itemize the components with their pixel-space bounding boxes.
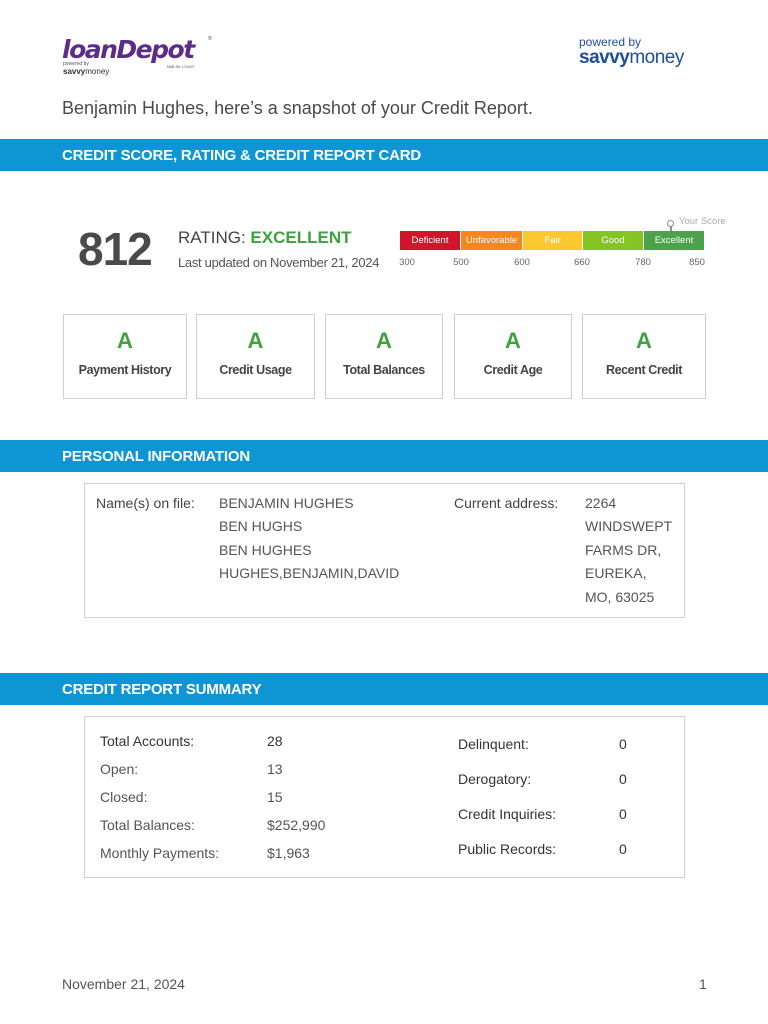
summary-label-delinquent: Delinquent: — [458, 736, 529, 752]
grade-label: Total Balances — [343, 363, 425, 377]
last-updated-text: Last updated on November 21, 2024 — [178, 255, 380, 270]
summary-value-delinquent: 0 — [619, 736, 627, 752]
pin-stem — [670, 226, 672, 232]
savvymoney-logo: powered by savvymoney — [579, 36, 719, 68]
loandepot-logo: loanDepot ® powered by savvymoney NMLS# … — [62, 36, 222, 80]
grade-card-total-balances: A Total Balances — [325, 314, 443, 399]
footer-date: November 21, 2024 — [62, 976, 185, 992]
gauge-segment-fair: Fair — [523, 231, 582, 250]
nmls-number: NMLS# 174457 — [167, 64, 195, 69]
summary-label-credit-inquiries: Credit Inquiries: — [458, 806, 557, 822]
tick-label: 660 — [574, 257, 590, 268]
personal-info-box: Name(s) on file: BENJAMIN HUGHES BEN HUG… — [84, 483, 685, 618]
powered-by-label: powered by — [579, 35, 642, 49]
grade-card-recent-credit: A Recent Credit — [582, 314, 706, 399]
grade-letter: A — [376, 328, 392, 353]
loandepot-wordmark: loanDepot — [62, 35, 195, 64]
summary-value-credit-inquiries: 0 — [619, 806, 627, 822]
summary-value-derogatory: 0 — [619, 771, 627, 787]
grade-card-payment-history: A Payment History — [63, 314, 187, 399]
summary-label-derogatory: Derogatory: — [458, 771, 532, 787]
savvy-text: savvy — [579, 47, 630, 68]
section-header-summary: CREDIT REPORT SUMMARY — [0, 673, 768, 705]
powered-by-label: powered by — [63, 61, 89, 67]
grade-letter: A — [247, 328, 264, 353]
rating-label: RATING: — [178, 228, 246, 247]
summary-value-closed: 15 — [267, 789, 283, 805]
address-lines: 2264 WINDSWEPT FARMS DR, EUREKA, MO, 630… — [585, 492, 672, 609]
summary-label-total-balances: Total Balances: — [100, 817, 195, 833]
credit-summary-box: Total Accounts: 28 Open: 13 Closed: 15 T… — [84, 716, 685, 878]
gauge-segment-good: Good — [583, 231, 643, 250]
gauge-segment-deficient: Deficient — [400, 231, 460, 250]
savvy-text: savvy — [63, 67, 86, 76]
name-item: BEN HUGHES — [219, 541, 312, 558]
greeting-text: Benjamin Hughes, here’s a snapshot of yo… — [62, 98, 533, 118]
money-text: money — [85, 67, 110, 76]
rating: RATING: EXCELLENT — [178, 228, 351, 248]
tick-label: 300 — [399, 257, 415, 268]
address-line: EUREKA, — [585, 565, 647, 582]
section-title: CREDIT SCORE, RATING & CREDIT REPORT CAR… — [62, 147, 422, 164]
tick-label: 600 — [514, 257, 530, 268]
name-item: BEN HUGHS — [219, 518, 303, 535]
summary-label-public-records: Public Records: — [458, 841, 557, 857]
grade-label: Payment History — [78, 363, 172, 377]
rating-value: EXCELLENT — [250, 228, 352, 247]
tick-label: 850 — [689, 257, 705, 268]
summary-label-closed: Closed: — [100, 789, 148, 805]
names-label: Name(s) on file: — [96, 495, 195, 511]
summary-value-monthly-payments: $1,963 — [267, 845, 310, 861]
money-text: money — [629, 47, 684, 68]
summary-value-open: 13 — [267, 761, 283, 777]
gauge-segment-excellent: Excellent — [644, 231, 704, 250]
summary-label-open: Open: — [100, 761, 139, 777]
name-item: BENJAMIN HUGHES — [219, 495, 354, 511]
address-label: Current address: — [454, 495, 559, 511]
grade-card-credit-age: A Credit Age — [454, 314, 572, 399]
address-line: 2264 — [585, 495, 617, 511]
score-gauge: Deficient Unfavorable Fair Good Excellen… — [400, 231, 705, 250]
address-line: WINDSWEPT — [585, 518, 673, 535]
grade-letter: A — [636, 328, 652, 353]
names-list: BENJAMIN HUGHES BEN HUGHS BEN HUGHES HUG… — [219, 492, 399, 586]
tick-label: 780 — [635, 257, 651, 268]
summary-label-monthly-payments: Monthly Payments: — [100, 845, 220, 861]
address-line: FARMS DR, — [585, 541, 662, 558]
grade-card-credit-usage: A Credit Usage — [196, 314, 315, 399]
savvymoney-wordmark: savvymoney — [579, 48, 719, 68]
registered-mark: ® — [208, 36, 212, 42]
section-header-score: CREDIT SCORE, RATING & CREDIT REPORT CAR… — [0, 139, 768, 171]
section-header-personal: PERSONAL INFORMATION — [0, 440, 768, 472]
tick-label: 500 — [453, 257, 469, 268]
section-title: CREDIT REPORT SUMMARY — [62, 681, 262, 698]
summary-label-total-accounts: Total Accounts: — [100, 733, 195, 749]
address-line: MO, 63025 — [585, 588, 655, 605]
name-item: HUGHES,BENJAMIN,DAVID — [219, 565, 400, 582]
credit-score-value: 812 — [78, 223, 153, 275]
section-title: PERSONAL INFORMATION — [62, 448, 250, 465]
gauge-segment-unfavorable: Unfavorable — [461, 231, 522, 250]
grade-label: Credit Usage — [219, 363, 292, 377]
page-number: 1 — [699, 976, 707, 992]
savvymoney-small-wordmark: savvymoney — [63, 67, 109, 76]
grade-label: Recent Credit — [605, 363, 683, 377]
grade-letter: A — [505, 328, 521, 353]
summary-value-total-accounts: 28 — [267, 733, 283, 749]
summary-value-total-balances: $252,990 — [267, 817, 326, 833]
grade-label: Credit Age — [483, 363, 543, 377]
your-score-label: Your Score — [679, 216, 726, 227]
grade-letter: A — [117, 328, 133, 353]
summary-value-public-records: 0 — [619, 841, 627, 857]
